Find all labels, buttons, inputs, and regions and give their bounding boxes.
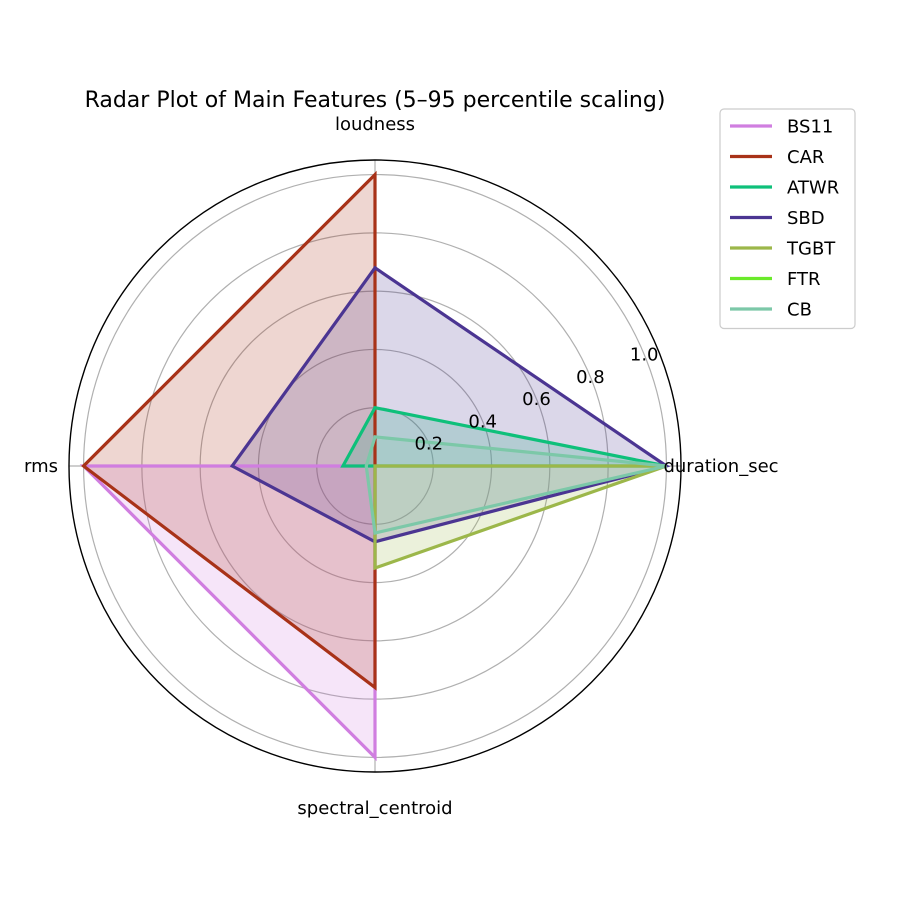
series-line-car <box>81 170 377 691</box>
series-line-cb <box>364 435 667 535</box>
series-line-tgbt <box>373 464 667 571</box>
radial-tick-label: 0.2 <box>414 434 443 455</box>
legend-label-bs11: BS11 <box>787 117 833 138</box>
legend-label-car: CAR <box>787 147 824 168</box>
radial-tick-label: 0.8 <box>576 367 605 388</box>
series-line-sbd <box>229 265 671 544</box>
legend: BS11 CAR ATWR SBD TGBT FTR CB <box>719 108 856 330</box>
legend-label-atwr: ATWR <box>787 178 839 199</box>
legend-box <box>719 108 856 330</box>
series-fill-car <box>83 174 375 688</box>
radial-tick-label: 1.0 <box>630 345 659 366</box>
radial-tick-label: 0.6 <box>522 389 551 410</box>
axis-label-loudness: loudness <box>335 114 415 135</box>
series-fill-sbd <box>232 267 667 542</box>
legend-label-tgbt: TGBT <box>786 239 836 260</box>
chart-title: Radar Plot of Main Features (5–95 percen… <box>85 88 666 113</box>
legend-label-ftr: FTR <box>787 269 821 290</box>
legend-label-sbd: SBD <box>787 208 825 229</box>
axis-label-duration-sec: duration_sec <box>663 456 778 477</box>
axis-labels: duration_sec loudness rms spectral_centroid <box>24 114 779 819</box>
radar-series <box>79 170 671 762</box>
axis-label-rms: rms <box>24 456 58 477</box>
axis-label-spectral-centroid: spectral_centroid <box>297 798 452 819</box>
radial-tick-label: 0.4 <box>468 411 497 432</box>
outer-frame <box>68 159 682 773</box>
legend-label-cb: CB <box>787 300 812 321</box>
series-fill-cb <box>366 436 667 534</box>
radial-tick-labels: 0.2 0.4 0.6 0.8 1.0 <box>414 345 658 455</box>
